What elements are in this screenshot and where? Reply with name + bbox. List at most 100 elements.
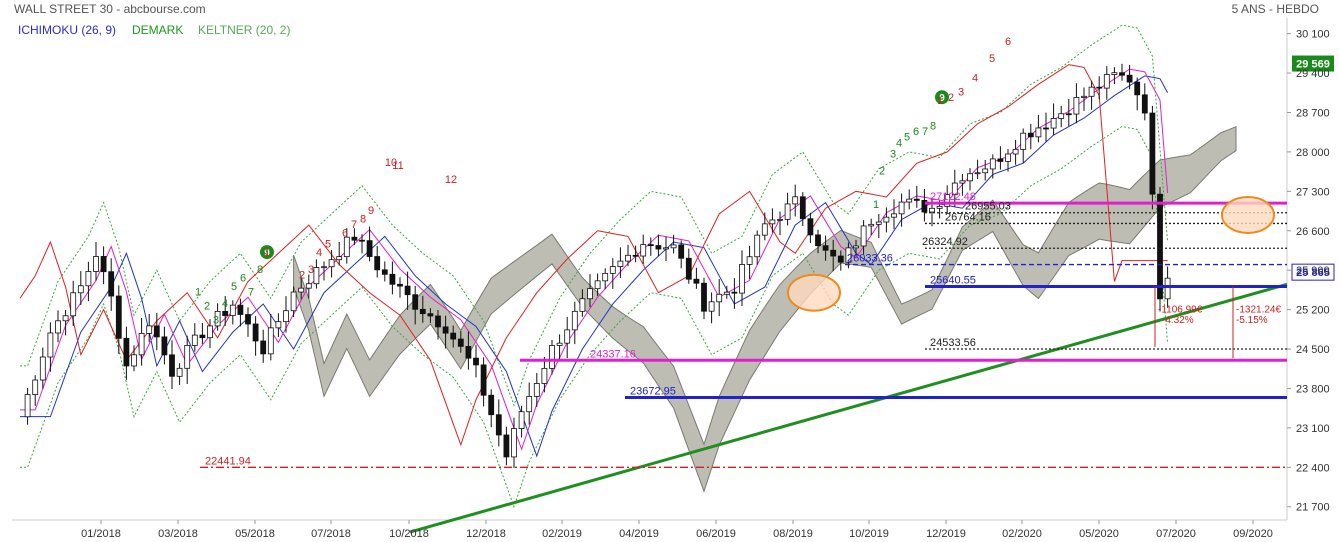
candle-down — [822, 245, 829, 251]
candle-down — [427, 313, 434, 317]
candle-up — [587, 288, 593, 300]
demark-red-count: 7 — [351, 219, 357, 231]
y-tick-label: 26 600 — [1296, 226, 1330, 238]
indicator-ichimoku[interactable]: ICHIMOKU (26, 9) — [18, 23, 117, 37]
drop-pct-1: -4.32% — [1162, 315, 1194, 326]
x-tick-label: 06/2019 — [696, 528, 736, 540]
candle-down — [503, 434, 510, 458]
indicator-keltner[interactable]: KELTNER (20, 2) — [198, 23, 291, 37]
current-price-label: 25 865 — [1296, 267, 1330, 279]
demark-red-count: 3 — [308, 264, 314, 276]
candle-up — [1164, 277, 1171, 300]
candle-down — [830, 249, 837, 257]
level-label: 25640.55 — [930, 275, 976, 287]
candle-up — [1012, 148, 1019, 155]
candle-up — [526, 395, 533, 413]
y-tick-label: 22 400 — [1296, 462, 1330, 474]
candle-up — [571, 310, 578, 331]
candle-down — [100, 256, 107, 273]
x-tick-label: 10/2019 — [849, 528, 889, 540]
candle-up — [1088, 86, 1095, 97]
level-label: 23672.95 — [630, 385, 676, 397]
demark-red-count: 6 — [1005, 36, 1011, 48]
candle-up — [875, 221, 882, 225]
candle-down — [997, 158, 1004, 162]
current-price-tag — [1291, 263, 1335, 281]
candle-up — [967, 173, 973, 182]
chart-title: WALL STREET 30 - abcbourse.com — [14, 2, 206, 16]
level-label: 26764.16 — [945, 211, 991, 223]
candle-up — [845, 247, 852, 263]
demark-green-count: 9 — [939, 93, 945, 104]
demark-red-count: 5 — [989, 53, 995, 65]
candle-up — [85, 271, 92, 287]
candle-up — [898, 201, 905, 215]
candle-down — [252, 323, 259, 342]
y-tick-label: 29 400 — [1296, 68, 1330, 80]
candle-down — [108, 271, 115, 297]
candle-down — [1119, 72, 1125, 76]
candle-down — [435, 315, 441, 328]
candle-up — [176, 367, 183, 377]
x-tick-label: 02/2020 — [1002, 528, 1042, 540]
candle-down — [412, 294, 419, 310]
chikou-line — [19, 64, 1168, 447]
candle-down — [123, 337, 130, 367]
demark-green-count: 6 — [240, 272, 246, 284]
candle-up — [62, 315, 69, 322]
candle-up — [336, 256, 343, 261]
demark-red-count: 9 — [368, 205, 374, 217]
demark-green-count: 1 — [873, 199, 879, 211]
candle-up — [191, 334, 198, 346]
candle-down — [1065, 113, 1072, 116]
demark-red-count: 1 — [264, 247, 270, 259]
demark-red-count: 6 — [342, 227, 348, 239]
candle-up — [313, 267, 320, 285]
x-tick-label: 03/2018 — [158, 528, 198, 540]
candle-down — [1149, 112, 1156, 195]
ichimoku-cloud — [293, 125, 1237, 493]
indicator-demark[interactable]: DEMARK — [132, 23, 184, 37]
keltner-upper-line — [20, 24, 1169, 407]
candle-up — [298, 287, 305, 293]
candle-down — [404, 285, 411, 296]
candle-up — [328, 259, 335, 268]
candle-up — [1020, 132, 1027, 150]
candle-up — [47, 332, 54, 358]
candle-down — [153, 325, 160, 338]
candle-up — [944, 194, 951, 207]
demark-nine-badge — [260, 245, 274, 260]
candle-up — [723, 291, 730, 295]
candle-up — [959, 180, 966, 184]
candle-down — [495, 414, 502, 436]
candle-up — [609, 266, 616, 274]
candle-up — [146, 325, 153, 334]
candle-up — [891, 213, 897, 218]
candle-down — [473, 357, 479, 366]
candle-up — [982, 168, 989, 174]
candle-down — [632, 254, 639, 257]
demark-green-count: 6 — [913, 126, 919, 138]
candle-up — [792, 196, 799, 205]
x-tick-label: 01/2018 — [81, 528, 121, 540]
candle-up — [1050, 118, 1057, 129]
candle-down — [913, 198, 920, 201]
candle-up — [184, 345, 191, 369]
demark-green-count: 8 — [930, 120, 936, 132]
candle-up — [594, 280, 601, 290]
y-tick-label: 24 500 — [1296, 344, 1330, 356]
candle-up — [556, 342, 563, 346]
candle-up — [860, 225, 867, 247]
demark-red-count: 4 — [316, 247, 322, 259]
y-tick-label: 25 900 — [1296, 265, 1330, 277]
candle-down — [921, 199, 928, 213]
drop-amount-2: -1321.24€ — [1236, 304, 1281, 315]
level-label: 24533.56 — [930, 337, 976, 349]
candle-down — [1157, 193, 1163, 300]
candle-down — [1027, 132, 1034, 138]
candle-up — [716, 293, 723, 303]
y-tick-label: 30 100 — [1296, 29, 1330, 41]
candle-up — [518, 411, 525, 429]
x-tick-label: 12/2018 — [466, 528, 506, 540]
